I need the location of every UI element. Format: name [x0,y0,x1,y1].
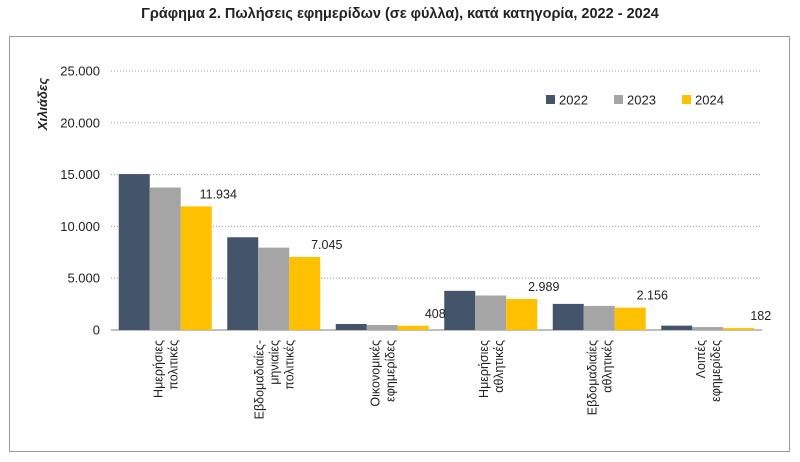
category-label: Εβδομαδιαίες-μηνιαίες πολιτικές [252,340,296,419]
data-label: 2.156 [637,289,668,303]
bar-2024 [506,299,538,330]
bar-2022 [444,290,476,330]
data-label: 408 [425,307,446,321]
y-axis-label: Χιλιάδες [35,78,50,131]
category-label-line: μηνιαίες [267,340,281,385]
category-label-line: Οικονομικές [368,340,382,407]
data-label: 7.045 [311,238,342,252]
bar-2022 [118,174,150,330]
y-axis-ticks: 0 5.000 10.000 15.000 20.000 25.000 [60,64,100,338]
bar-2022 [227,237,259,330]
bar-2024 [723,328,755,330]
bar-2023 [475,295,507,330]
y-tick-label: 20.000 [60,115,100,130]
bar-2024 [289,257,321,330]
y-tick-label: 5.000 [67,271,100,286]
bar-2022 [661,325,693,330]
category-label: Ημερήσιες πολιτικές [151,340,180,398]
category-label-line: Εβδομαδιαίες [585,340,599,415]
legend-swatch-2023 [614,95,623,104]
gridlines [111,70,762,331]
legend-label: 2024 [695,93,724,108]
bar-2024 [614,307,646,330]
category-label: Οικονομικές εφημερίδες [368,340,397,407]
data-label: 182 [750,309,771,323]
category-label-line: Εβδομαδιαίες- [252,340,266,419]
legend: 2022 2023 2024 [546,93,724,108]
category-label-line: εφημερίδες [709,340,723,402]
bar-2022 [335,323,367,330]
category-label-line: εφημερίδες [383,340,397,402]
category-label: Λοιπές εφημερίδες [694,340,723,402]
category-label-line: αθλητικές [492,340,506,393]
category-label-line: Ημερήσιες [151,340,165,398]
bar-2023 [583,305,615,330]
y-tick-label: 15.000 [60,167,100,182]
bar-2023 [366,325,398,330]
bar-2023 [149,187,181,330]
category-label-line: πολιτικές [282,340,296,390]
data-labels: 11.934 7.045 408 2.989 2.156 182 [200,187,772,323]
data-label: 2.989 [528,280,559,294]
bar-2022 [552,303,584,330]
bar-2024 [180,206,212,330]
bar-2023 [692,327,724,330]
bar-2024 [397,325,429,330]
category-label-line: αθλητικές [600,340,614,393]
legend-label: 2023 [627,93,656,108]
category-label-line: Λοιπές [694,340,708,378]
category-label: Ημερήσιες αθλητικές [477,340,506,398]
bar-2023 [258,247,290,330]
x-axis-categories: Ημερήσιες πολιτικές Εβδομαδιαίες-μηνιαίες π… [151,340,723,419]
legend-swatch-2022 [546,95,555,104]
y-tick-label: 25.000 [60,64,100,79]
bars [118,174,755,330]
bar-chart: 0 5.000 10.000 15.000 20.000 25.000 11.934 7.0… [35,64,772,420]
y-tick-label: 10.000 [60,219,100,234]
legend-swatch-2024 [682,95,691,104]
y-tick-label: 0 [93,323,100,338]
category-label-line: πολιτικές [166,340,180,390]
legend-label: 2022 [559,93,588,108]
chart-title: Γράφημα 2. Πωλήσεις εφημερίδων (σε φύλλα… [141,6,659,22]
data-label: 11.934 [200,187,237,201]
chart-frame: 0 5.000 10.000 15.000 20.000 25.000 11.934 7.0… [9,36,790,452]
category-label: Εβδομαδιαίες αθλητικές [585,340,614,415]
category-label-line: Ημερήσιες [477,340,491,398]
